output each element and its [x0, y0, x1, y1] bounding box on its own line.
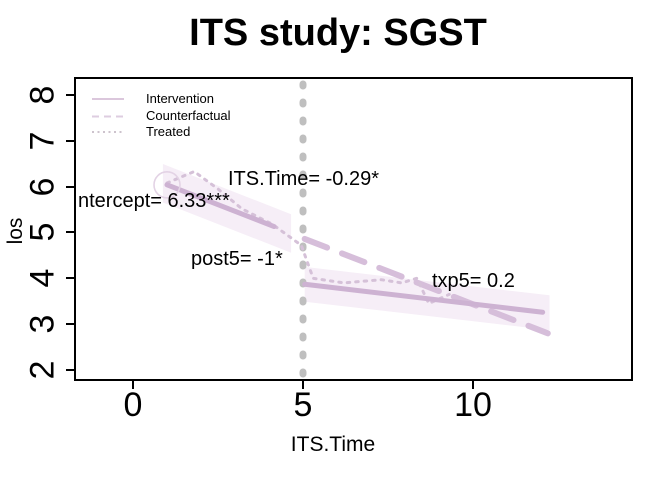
counterfactual-line	[301, 235, 551, 337]
y-tick-label: 7	[23, 131, 62, 151]
plot-box	[74, 77, 633, 381]
x-tick-label: 5	[293, 386, 313, 424]
chart-title: ITS study: SGST	[189, 12, 487, 54]
y-tick-label: 4	[23, 268, 62, 288]
y-axis-label: los	[4, 217, 27, 245]
x-tick-label: 0	[123, 386, 143, 424]
annotation-txp5: txp5= 0.2	[432, 270, 515, 292]
x-tick-marks	[132, 380, 474, 389]
y-tick-label: 5	[23, 222, 62, 242]
x-axis-label: ITS.Time	[290, 433, 376, 456]
legend-label-counterfactual: Counterfactual	[146, 108, 231, 123]
y-tick-marks	[66, 94, 75, 371]
annotation-intercept: ntercept= 6.33***	[78, 190, 230, 212]
intervention-line-segment	[164, 182, 277, 230]
legend-label-treated: Treated	[146, 124, 191, 139]
y-tick-label: 2	[23, 360, 62, 380]
intervention-line-segment	[302, 281, 546, 315]
treated-line	[165, 169, 451, 306]
legend-label-intervention: Intervention	[146, 91, 214, 106]
annotation-its-time-slope: ITS.Time= -0.29*	[228, 168, 379, 190]
y-tick-label: 8	[23, 85, 62, 105]
x-tick-label: 10	[454, 386, 492, 424]
first-point-marker-icon	[153, 171, 181, 199]
y-tick-label: 3	[23, 314, 62, 334]
annotation-post5: post5= -1*	[191, 248, 283, 270]
y-tick-label: 6	[23, 177, 62, 197]
